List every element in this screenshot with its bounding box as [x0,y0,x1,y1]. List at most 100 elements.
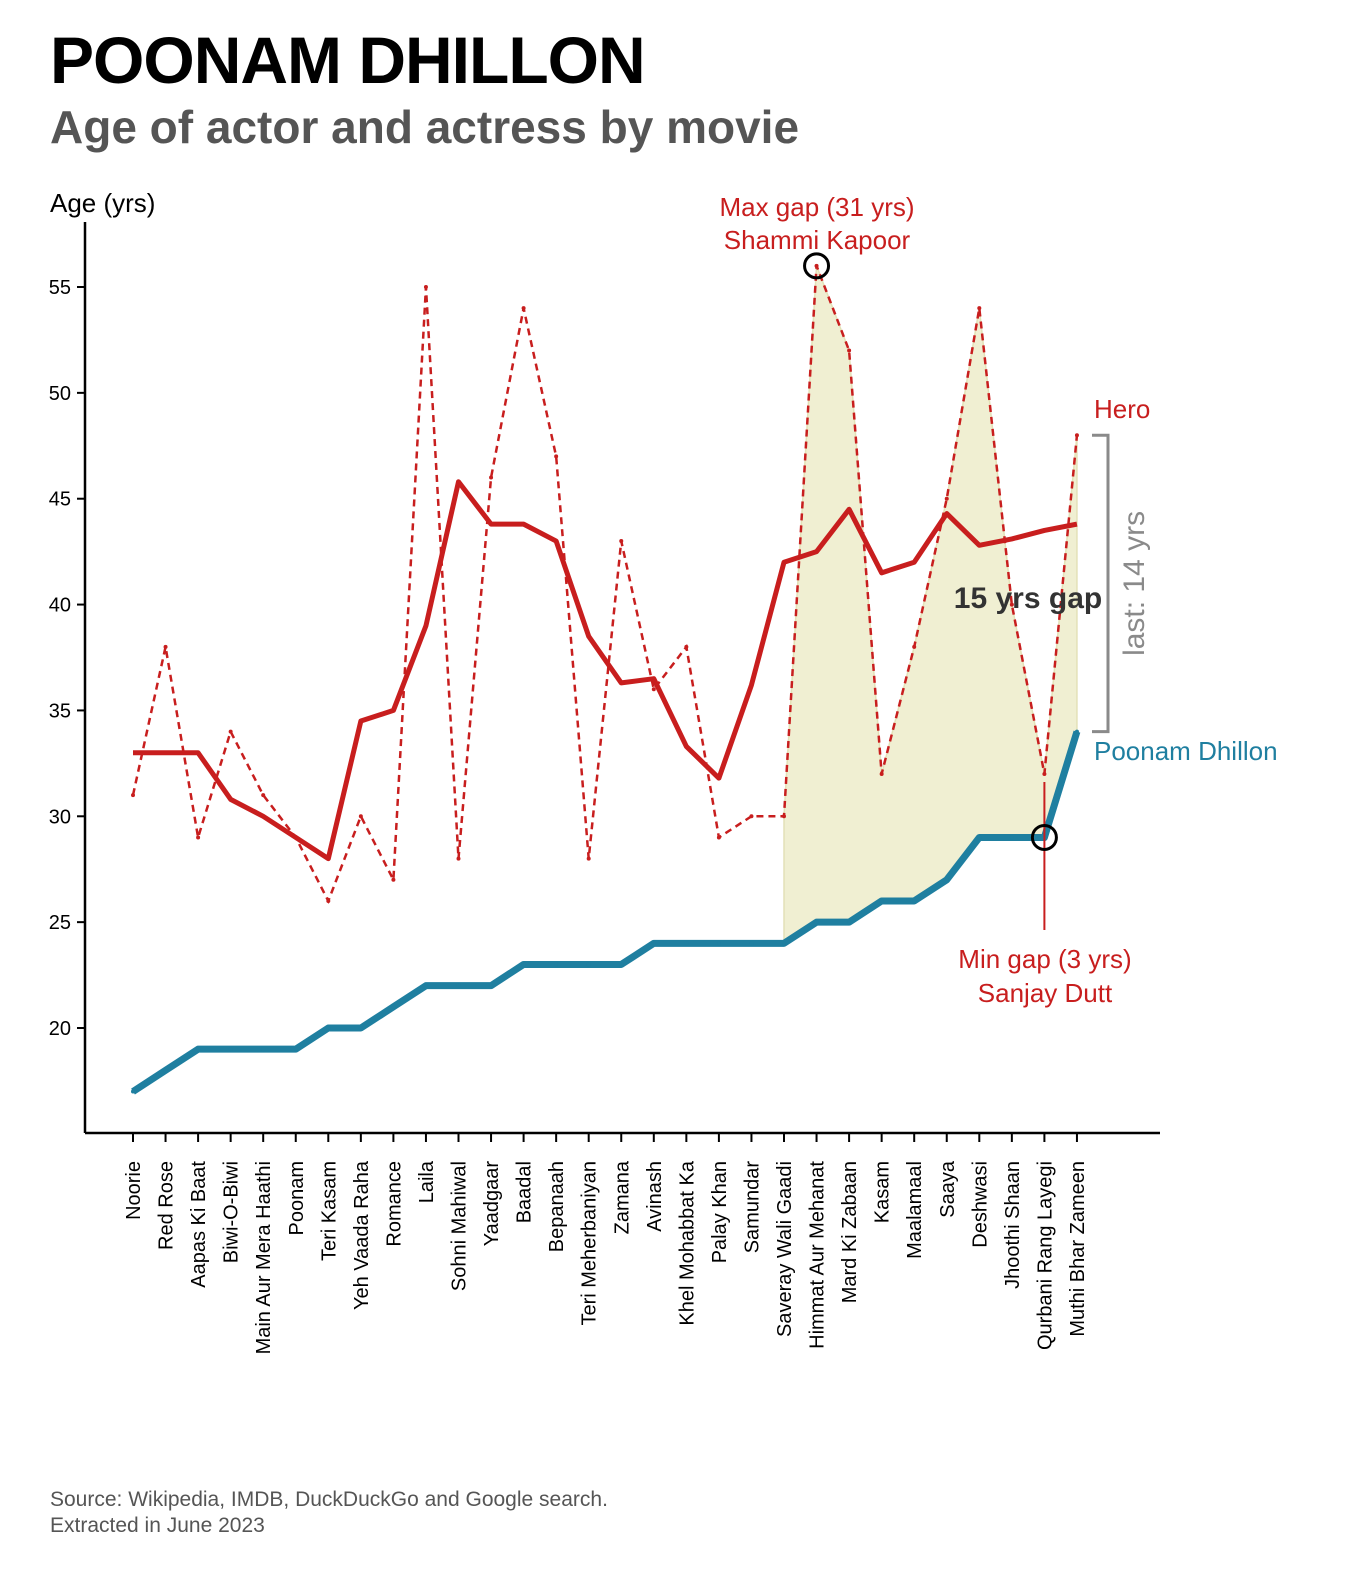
min-gap-label: Min gap (3 yrs) [958,944,1131,974]
max-gap-label: Max gap (31 yrs) [719,192,914,222]
hero-age-line [131,265,1079,905]
hero-age-point [684,644,689,649]
source-note: Source: Wikipedia, IMDB, DuckDuckGo and … [50,1487,608,1539]
y-tick-label: 45 [49,489,71,511]
hero-age-point [847,348,852,353]
x-tick-label: Qurbani Rang Layegi [1034,1161,1056,1350]
actress-age-point [814,920,819,925]
page-title: POONAM DHILLON [50,23,646,97]
actress-age-point [456,983,461,988]
hero-age-point [196,835,201,840]
y-tick-label: 40 [49,595,71,617]
last-gap-label: last: 14 yrs [1118,511,1151,656]
actress-age-point [521,962,526,967]
min-gap-marker [1030,823,1058,851]
actress-age-point [847,920,852,925]
hero-age-point [749,814,754,819]
x-tick-label: Sohni Mahiwal [449,1161,471,1291]
hero-age-point [912,644,917,649]
x-tick-label: Bepanaah [546,1161,568,1252]
actress-age-point [1074,729,1079,734]
hero-age-point [977,306,982,311]
source-line: Extracted in June 2023 [50,1514,265,1537]
chart-axes: 20 25 30 35 40 45 50 55 Noorie Red Rose Aapas Ki B… [49,222,1160,1354]
y-tick-label: 20 [49,1018,71,1040]
avg-gap-label: 15 yrs gap [954,582,1102,615]
x-tick-label: Avinash [644,1161,666,1232]
actress-age-point [261,1047,266,1052]
actress-age-point [716,941,721,946]
x-tick-label: Laila [416,1160,438,1203]
x-tick-label: Saaya [937,1160,959,1218]
page-subtitle: Age of actor and actress by movie [50,101,800,153]
actress-age-point [391,1004,396,1009]
hero-series-label: Hero [1094,394,1150,424]
x-tick-label: Palay Khan [709,1161,731,1263]
x-tick-label: Aapas Ki Baat [188,1161,210,1288]
hero-age-point [782,814,786,819]
hero-age-point [456,856,461,861]
x-tick-label: Kasam [872,1161,894,1223]
max-gap-actor: Shammi Kapoor [724,225,911,255]
hero-age-point [261,793,266,798]
hero-age-point [879,771,884,776]
min-gap-actor: Sanjay Dutt [978,978,1113,1008]
hero-age-point [814,263,819,268]
y-tick-label: 25 [49,912,71,934]
actress-age-point [944,877,949,882]
x-tick-label: Saveray Wali Gaadi [774,1161,796,1337]
hero-age-trend-line [133,479,1078,862]
x-tick-label: Khel Mohabbat Ka [676,1160,698,1325]
actress-age-point [358,1026,363,1030]
y-tick-label: 30 [49,806,71,828]
hero-age-point [651,687,656,692]
actress-series-label: Poonam Dhillon [1094,736,1278,766]
hero-age-point [716,835,721,840]
x-tick-label: Noorie [123,1161,145,1220]
x-tick-label: Teri Meherbaniyan [579,1161,601,1326]
hero-age-point [358,814,363,819]
hero-age-point [554,454,559,459]
hero-age-point [228,729,233,734]
x-tick-label: Yaadgaar [481,1161,503,1247]
source-line: Source: Wikipedia, IMDB, DuckDuckGo and … [50,1488,608,1511]
actress-age-point [293,1047,298,1052]
annotation-layer: Hero Poonam Dhillon Max gap (31 yrs)Shammi… [719,192,1277,1008]
actress-age-point [489,983,494,988]
actress-age-point [228,1047,233,1052]
x-tick-label: Himmat Aur Mehanat [807,1161,829,1349]
actress-age-point [782,941,786,946]
hero-age-point [521,306,526,311]
x-tick-label: Poonam [286,1161,308,1236]
hero-age-point [944,496,949,501]
series-layer [131,263,1081,1095]
x-tick-label: Romance [383,1161,405,1247]
actress-age-point [879,898,884,903]
x-tick-label: Biwi-O-Biwi [221,1161,243,1263]
actress-age-point [912,898,917,903]
hero-age-point [163,644,168,649]
actress-age-point [977,835,982,840]
actress-age-point [586,962,591,967]
x-tick-label: Samundar [741,1161,763,1254]
actress-age-point [163,1068,168,1073]
hero-age-point [1074,433,1079,438]
actress-age-point [131,1089,135,1094]
hero-age-point [489,475,494,480]
x-tick-label: Baadal [514,1161,536,1223]
x-tick-label: Red Rose [156,1161,178,1250]
hero-age-point [423,285,428,289]
hero-age-point [326,898,331,903]
actress-age-point [196,1047,201,1052]
actress-age-point [423,983,428,988]
x-tick-label: Main Aur Mera Haathi [253,1161,275,1354]
x-tick-label: Jhoothi Shaan [1002,1161,1024,1289]
hero-age-point [293,835,298,840]
hero-age-point [1042,771,1047,776]
last-gap-bracket [1092,433,1110,734]
actress-age-point [554,962,559,967]
hero-age-point [619,539,624,544]
x-tick-label: Yeh Vaada Raha [351,1160,373,1310]
x-tick-label: Teri Kasam [318,1161,340,1261]
